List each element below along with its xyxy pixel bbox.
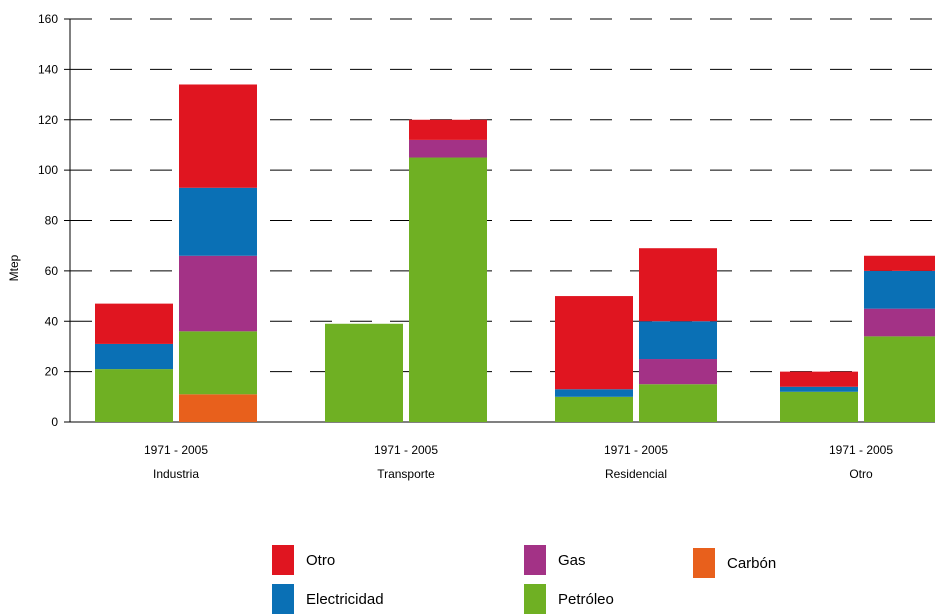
legend-label-otro: Otro bbox=[306, 551, 336, 569]
y-tick-label: 40 bbox=[45, 314, 59, 328]
bar-segment-otro-otro-1971 bbox=[780, 371, 858, 387]
bar-segment-otro-otro-2005 bbox=[864, 255, 935, 271]
bar-segment-electricidad-otro-1971 bbox=[780, 386, 858, 392]
bar-segment-electricidad-industria-2005 bbox=[179, 187, 257, 256]
y-tick-label: 0 bbox=[51, 415, 58, 429]
x-sublabel: 1971 - 2005 bbox=[604, 443, 668, 457]
y-tick-label: 160 bbox=[38, 12, 58, 26]
x-category-label: Transporte bbox=[377, 467, 435, 481]
x-category-label: Otro bbox=[849, 467, 873, 481]
x-sublabel: 1971 - 2005 bbox=[829, 443, 893, 457]
y-tick-label: 120 bbox=[38, 113, 58, 127]
legend-label-petroleo: Petróleo bbox=[558, 590, 614, 608]
legend-item-electricidad: Electricidad bbox=[272, 584, 384, 614]
y-tick-label: 20 bbox=[45, 365, 59, 379]
x-category-label: Residencial bbox=[605, 467, 667, 481]
bar-segment-gas-industria-2005 bbox=[179, 255, 257, 332]
tick-labels: 0 20 40 60 80 100 120 140 160 1971 - 2005 Industri… bbox=[38, 12, 893, 481]
y-tick-label: 100 bbox=[38, 163, 58, 177]
x-sublabel: 1971 - 2005 bbox=[144, 443, 208, 457]
legend-swatch-otro bbox=[272, 545, 294, 575]
bar-segment-electricidad-industria-1971 bbox=[95, 343, 173, 370]
legend-label-electricidad: Electricidad bbox=[306, 590, 384, 608]
bar-segment-petrleo-otro-1971 bbox=[780, 391, 858, 422]
bar-segment-otro-industria-2005 bbox=[179, 84, 257, 188]
x-category-label: Industria bbox=[153, 467, 199, 481]
bar-segment-petrleo-transporte-2005 bbox=[409, 157, 487, 422]
bar-segment-gas-residencial-2005 bbox=[639, 359, 717, 385]
y-tick-label: 140 bbox=[38, 62, 58, 76]
bar-segment-gas-transporte-2005 bbox=[409, 139, 487, 158]
legend-swatch-carbon bbox=[693, 548, 715, 578]
legend-item-carbon: Carbón bbox=[693, 548, 776, 578]
bar-segment-electricidad-residencial-1971 bbox=[555, 389, 633, 397]
stacked-bar-chart: 0 20 40 60 80 100 120 140 160 1971 - 2005 Industri… bbox=[7, 12, 935, 481]
legend-swatch-electricidad bbox=[272, 584, 294, 614]
bar-segment-carbn-industria-2005 bbox=[179, 394, 257, 422]
legend-swatch-gas bbox=[524, 545, 546, 575]
bar-segment-petrleo-transporte-1971 bbox=[325, 323, 403, 422]
bar-segment-electricidad-otro-2005 bbox=[864, 270, 935, 309]
bar-segment-electricidad-residencial-2005 bbox=[639, 321, 717, 360]
legend-label-gas: Gas bbox=[558, 551, 586, 569]
bar-segment-petrleo-residencial-2005 bbox=[639, 384, 717, 422]
legend-item-otro: Otro bbox=[272, 545, 335, 575]
y-tick-label: 80 bbox=[45, 214, 59, 228]
bar-segment-otro-transporte-2005 bbox=[409, 119, 487, 140]
bar-segment-otro-industria-1971 bbox=[95, 303, 173, 344]
y-axis-label: Mtep bbox=[7, 254, 21, 281]
bar-segment-petrleo-industria-2005 bbox=[179, 331, 257, 395]
bar-segment-petrleo-residencial-1971 bbox=[555, 396, 633, 422]
legend-swatch-petroleo bbox=[524, 584, 546, 614]
bar-segment-otro-residencial-2005 bbox=[639, 248, 717, 322]
bar-segment-gas-otro-2005 bbox=[864, 308, 935, 337]
legend-label-carbon: Carbón bbox=[727, 554, 777, 572]
x-sublabel: 1971 - 2005 bbox=[374, 443, 438, 457]
bar-segment-petrleo-industria-1971 bbox=[95, 369, 173, 422]
legend-item-gas: Gas bbox=[524, 545, 586, 575]
bar-segment-otro-residencial-1971 bbox=[555, 296, 633, 390]
bar-segment-petrleo-otro-2005 bbox=[864, 336, 935, 422]
y-tick-label: 60 bbox=[45, 264, 59, 278]
legend-item-petroleo: Petróleo bbox=[524, 584, 614, 614]
bars bbox=[95, 84, 935, 422]
